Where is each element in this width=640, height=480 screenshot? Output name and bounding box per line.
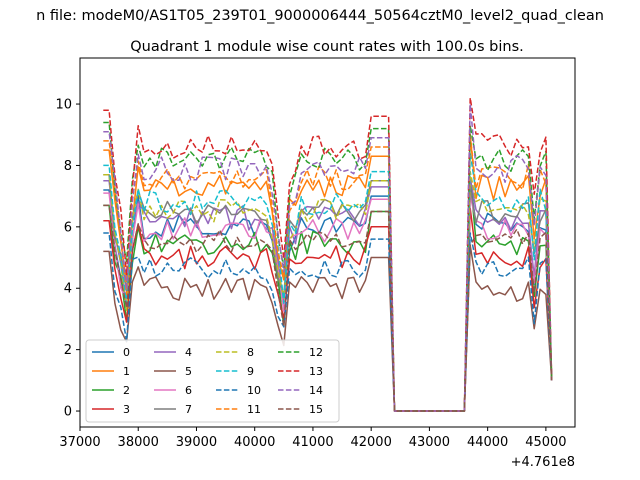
x-tick-label: 41000 [292, 435, 333, 450]
legend-label-12: 12 [309, 346, 323, 359]
legend-label-7: 7 [185, 403, 192, 416]
legend-label-6: 6 [185, 384, 192, 397]
series-line-10 [103, 232, 553, 412]
y-tick-label: 8 [64, 159, 72, 174]
series-line-13 [103, 97, 553, 412]
series-line-9 [103, 152, 553, 412]
y-tick-label: 2 [64, 343, 72, 358]
series-line-15 [103, 204, 553, 412]
series-line-3 [103, 207, 553, 412]
figure-suptitle: n file: modeM0/AS1T05_239T01_9000006444_… [36, 8, 604, 24]
x-offset-text: +4.761e8 [511, 455, 575, 470]
x-tick-label: 39000 [176, 435, 217, 450]
x-axis: 37000 38000 39000 40000 41000 42000 43000 44000… [59, 427, 567, 450]
series-line-5 [103, 244, 553, 412]
legend-label-0: 0 [123, 346, 130, 359]
series-line-2 [103, 176, 553, 412]
legend-label-14: 14 [309, 384, 323, 397]
legend-label-1: 1 [123, 365, 130, 378]
x-tick-label: 40000 [234, 435, 275, 450]
series-line-14 [103, 103, 553, 412]
chart-title: Quadrant 1 module wise count rates with … [130, 39, 524, 55]
legend-label-13: 13 [309, 365, 323, 378]
y-tick-label: 6 [64, 220, 72, 235]
y-tick-label: 4 [64, 282, 72, 297]
series-line-1 [103, 133, 553, 412]
x-tick-label: 38000 [118, 435, 159, 450]
series-line-7 [103, 173, 553, 412]
series-layer [103, 97, 553, 412]
legend-label-3: 3 [123, 403, 130, 416]
legend-label-4: 4 [185, 346, 192, 359]
legend-label-10: 10 [247, 384, 261, 397]
legend-box [85, 339, 340, 423]
y-axis: 0 2 4 6 8 10 [55, 98, 80, 420]
series-line-11 [103, 133, 553, 412]
series-line-4 [103, 176, 553, 412]
x-tick-label: 43000 [409, 435, 450, 450]
plot-frame [79, 57, 576, 428]
legend-label-5: 5 [185, 365, 192, 378]
legend-label-9: 9 [247, 365, 254, 378]
x-tick-label: 44000 [467, 435, 508, 450]
x-tick-label: 37000 [59, 435, 100, 450]
legend-label-15: 15 [309, 403, 323, 416]
x-tick-label: 45000 [525, 435, 566, 450]
y-tick-label: 0 [64, 405, 72, 420]
series-line-8 [103, 170, 553, 412]
series-line-0 [103, 180, 553, 412]
x-tick-label: 42000 [350, 435, 391, 450]
y-tick-label: 10 [55, 98, 72, 113]
legend-label-8: 8 [247, 346, 254, 359]
legend-label-2: 2 [123, 384, 130, 397]
legend-label-11: 11 [247, 403, 261, 416]
